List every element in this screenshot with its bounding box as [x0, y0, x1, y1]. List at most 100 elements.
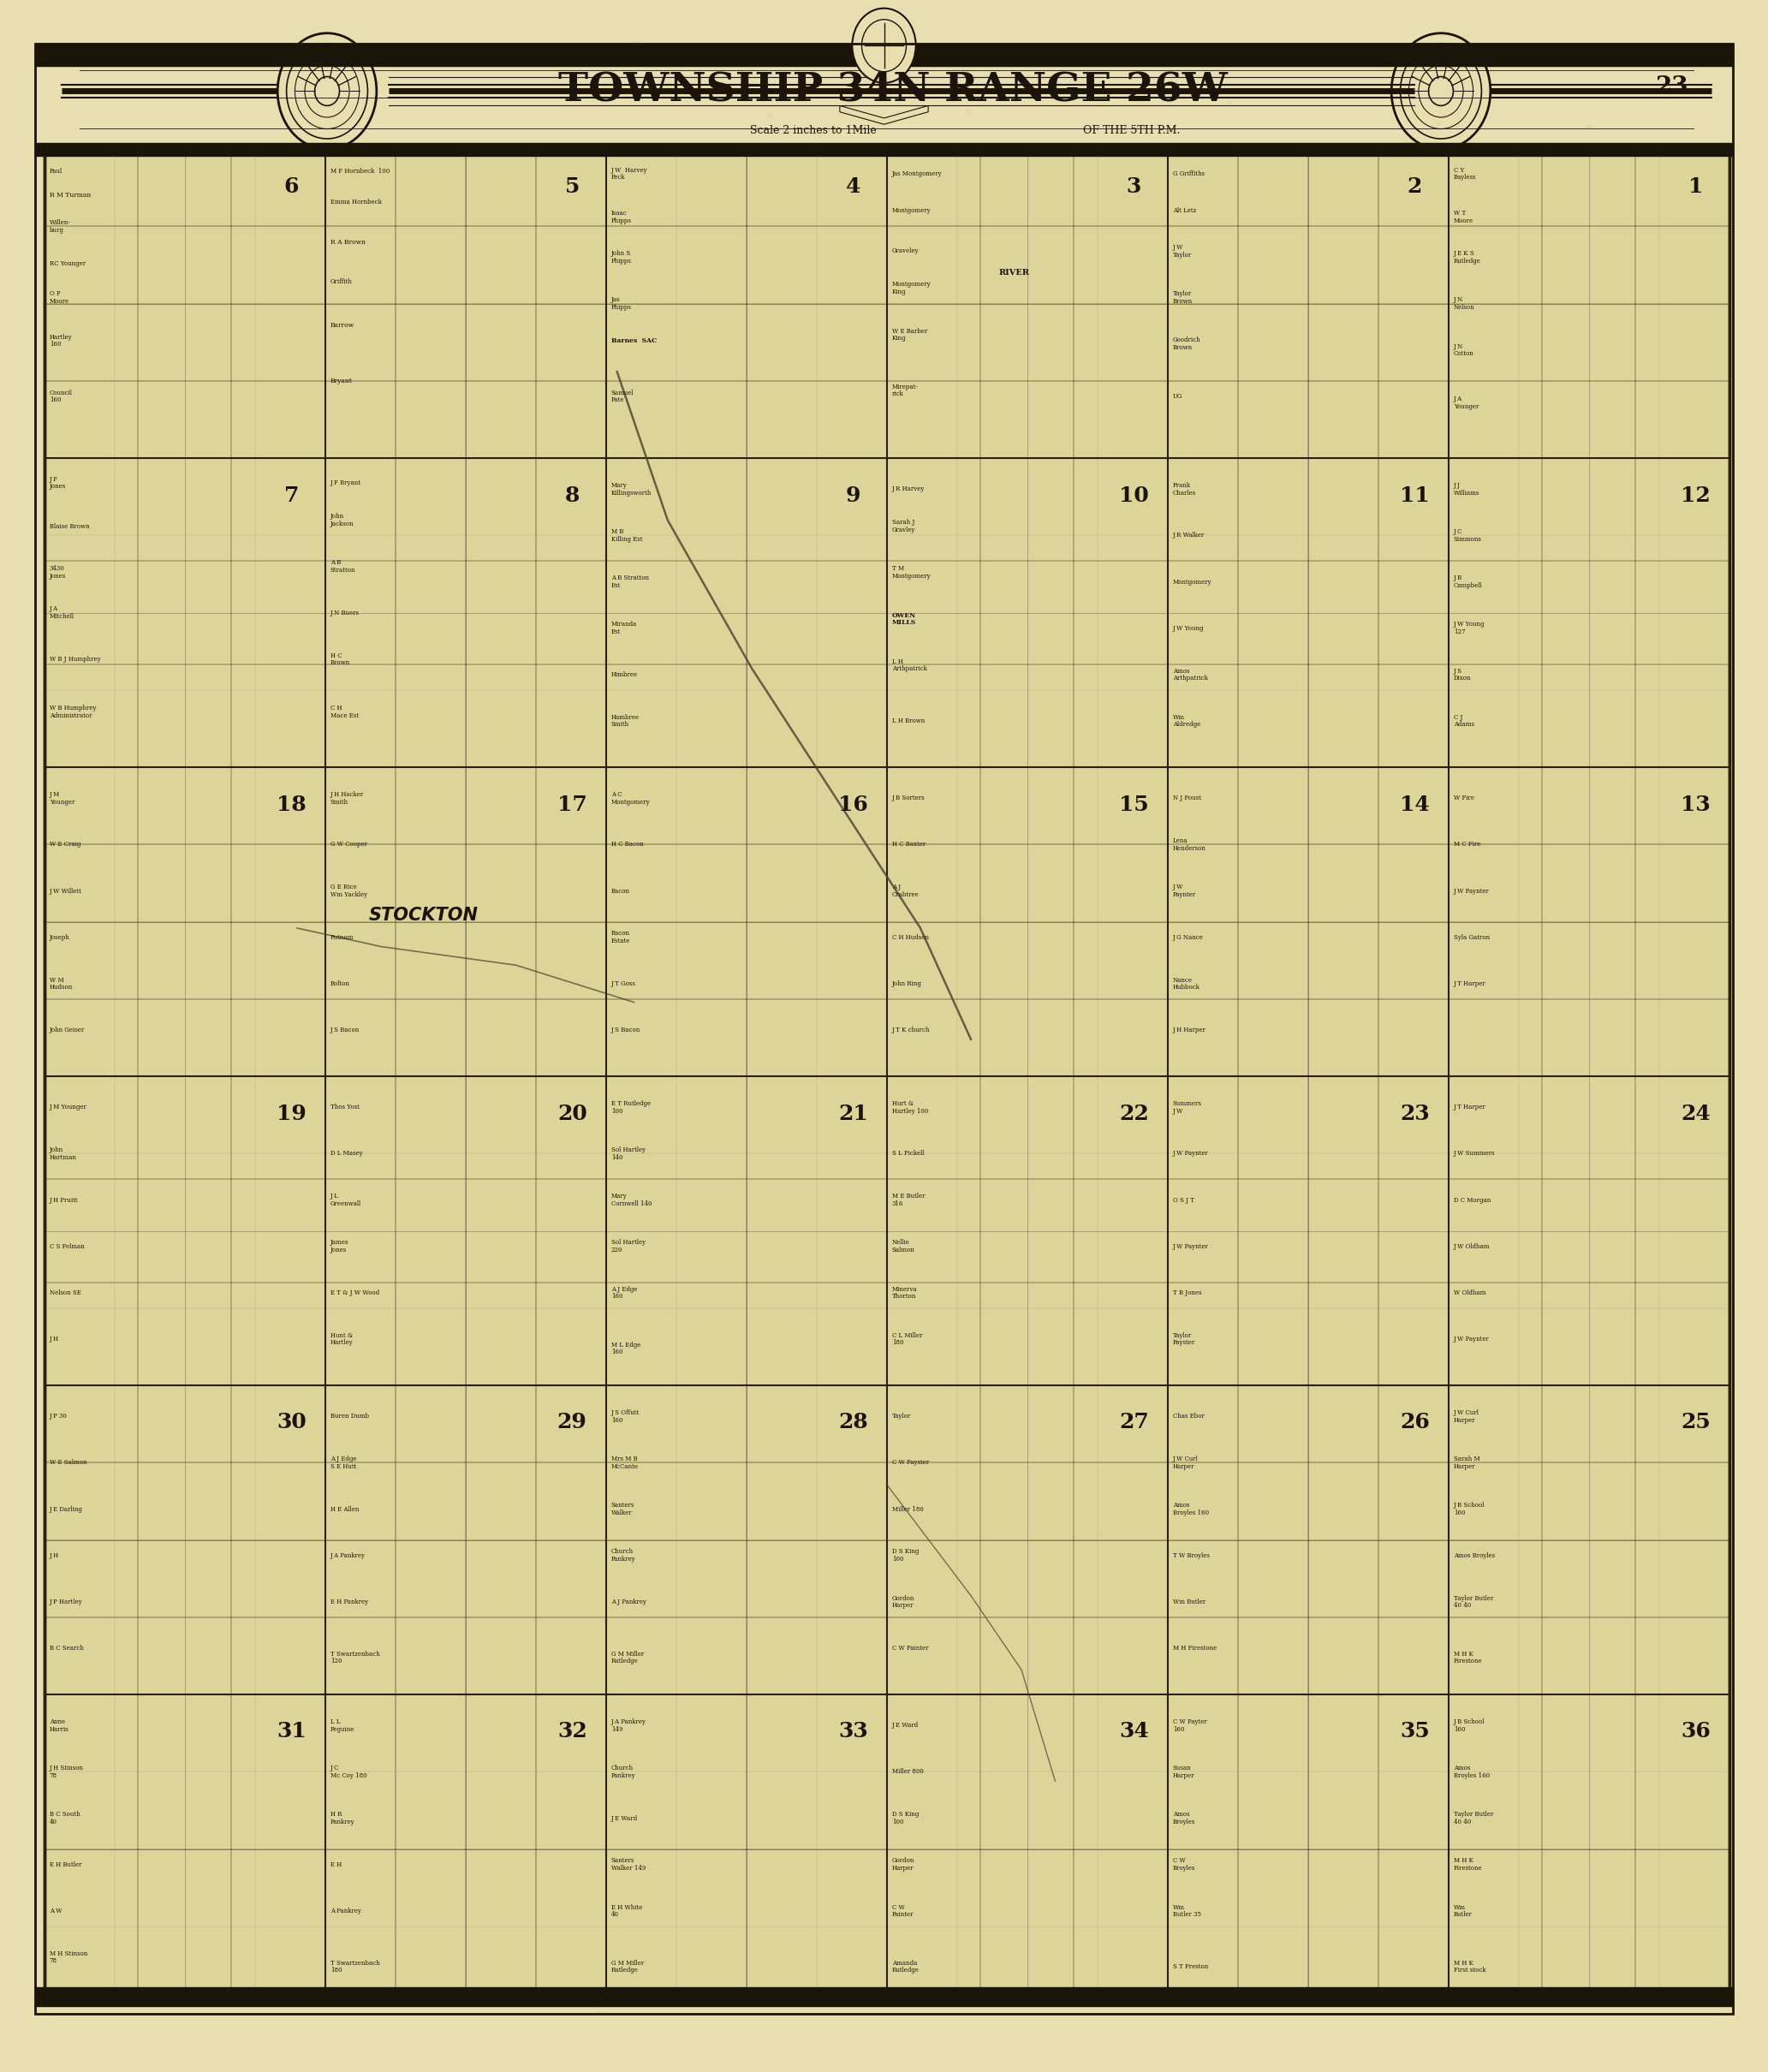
Text: J M Younger: J M Younger — [50, 1104, 87, 1111]
Text: RC Younger: RC Younger — [50, 261, 85, 267]
Point — [92, 1915, 120, 1948]
Text: Samuel
Pate: Samuel Pate — [612, 390, 635, 404]
Point — [941, 895, 969, 928]
Point — [1660, 1260, 1688, 1293]
Text: Miller 180: Miller 180 — [891, 1506, 923, 1513]
Text: R M Turman: R M Turman — [50, 193, 90, 199]
Text: J W Paynter: J W Paynter — [1172, 1243, 1209, 1249]
Text: Syla Gatron: Syla Gatron — [1453, 934, 1490, 941]
Text: J S Offutt
160: J S Offutt 160 — [612, 1409, 640, 1423]
Text: Amos
Broyles 160: Amos Broyles 160 — [1453, 1765, 1490, 1780]
Text: Wm
Butler 35: Wm Butler 35 — [1172, 1904, 1200, 1919]
Text: 2: 2 — [1407, 176, 1421, 197]
Text: H C
Brown: H C Brown — [331, 653, 350, 667]
Text: J W Summers: J W Summers — [1453, 1150, 1496, 1156]
Point — [382, 903, 410, 937]
Text: J N
Nelson: J N Nelson — [1453, 296, 1475, 311]
Point — [1289, 1380, 1317, 1413]
Text: J P Hartley: J P Hartley — [50, 1598, 83, 1606]
Text: Taylor: Taylor — [891, 1413, 911, 1419]
Point — [562, 1218, 591, 1251]
Point — [1459, 1751, 1487, 1784]
Text: A J Pankrey: A J Pankrey — [612, 1598, 647, 1606]
Text: J W Oldham: J W Oldham — [1453, 1243, 1490, 1249]
Text: J T Harper: J T Harper — [1453, 1104, 1485, 1111]
Text: 24: 24 — [1681, 1102, 1710, 1123]
Text: Griffith: Griffith — [331, 278, 352, 286]
Point — [1232, 972, 1261, 1005]
Text: C W Payster: C W Payster — [891, 1459, 928, 1467]
Text: Hambree
Smith: Hambree Smith — [612, 715, 640, 727]
Point — [981, 843, 1010, 876]
Point — [417, 143, 446, 176]
Point — [1041, 628, 1070, 661]
Bar — [44, 149, 1729, 2004]
Point — [1144, 1171, 1172, 1204]
Point — [1674, 1471, 1703, 1504]
Text: D S King
100: D S King 100 — [891, 1548, 919, 1562]
Text: D S King
100: D S King 100 — [891, 1811, 919, 1825]
Text: E T Rutledge
100: E T Rutledge 100 — [612, 1100, 651, 1115]
Text: 14: 14 — [1400, 794, 1430, 814]
Text: 1: 1 — [1688, 176, 1703, 197]
Point — [831, 1944, 859, 1977]
Point — [1245, 329, 1273, 363]
Point — [293, 1289, 322, 1322]
Text: 5: 5 — [564, 176, 580, 197]
Text: J H Pruitt: J H Pruitt — [50, 1198, 78, 1204]
Text: J W Paynter: J W Paynter — [1453, 887, 1489, 895]
Point — [163, 1001, 191, 1034]
Text: G Griffiths: G Griffiths — [1172, 170, 1204, 178]
Text: Bacon
Estate: Bacon Estate — [612, 930, 631, 945]
Text: 3430
Jones: 3430 Jones — [50, 566, 65, 580]
Point — [281, 1519, 309, 1552]
Point — [87, 537, 115, 570]
Point — [583, 1997, 612, 2031]
Point — [1549, 1716, 1577, 1749]
Text: J A
Younger: J A Younger — [1453, 396, 1478, 410]
Text: J P
Jones: J P Jones — [50, 477, 65, 491]
Text: A Pankrey: A Pankrey — [331, 1908, 361, 1915]
Text: A J
Crabtree: A J Crabtree — [891, 885, 919, 897]
Point — [882, 39, 911, 73]
Text: Joseph: Joseph — [50, 934, 71, 941]
Text: J E Darling: J E Darling — [50, 1506, 83, 1513]
Point — [813, 661, 842, 694]
Point — [827, 186, 856, 220]
Text: R A Brown: R A Brown — [331, 238, 366, 244]
Text: 25: 25 — [1681, 1413, 1710, 1434]
Point — [964, 959, 992, 992]
Text: C W Painter: C W Painter — [891, 1645, 928, 1651]
Text: J M
Younger: J M Younger — [50, 792, 74, 806]
Point — [766, 1436, 794, 1469]
Text: E H Pankrey: E H Pankrey — [331, 1598, 368, 1606]
Text: W E Barber
King: W E Barber King — [891, 327, 928, 342]
Text: J S Bacon: J S Bacon — [331, 1026, 359, 1034]
Text: John Geiser: John Geiser — [50, 1026, 85, 1034]
Text: Taylor Butler
40 40: Taylor Butler 40 40 — [1453, 1811, 1494, 1825]
Point — [152, 1167, 180, 1200]
Text: Summers
J W: Summers J W — [1172, 1100, 1202, 1115]
Point — [1575, 110, 1604, 143]
Text: A B
Stratton: A B Stratton — [331, 559, 355, 574]
Point — [433, 617, 461, 651]
Text: 36: 36 — [1681, 1722, 1710, 1743]
Point — [1413, 199, 1441, 232]
Point — [698, 487, 727, 520]
Text: 20: 20 — [557, 1102, 587, 1123]
Text: John S
Phipps: John S Phipps — [612, 251, 631, 265]
Text: Bryant: Bryant — [331, 377, 352, 385]
Point — [859, 1293, 888, 1326]
Text: T M
Montgomery: T M Montgomery — [891, 566, 932, 580]
Point — [953, 95, 981, 128]
Text: W M
Hudson: W M Hudson — [50, 976, 72, 990]
Point — [44, 1154, 72, 1187]
Text: J A Pankrey: J A Pankrey — [331, 1552, 366, 1558]
Text: A W: A W — [50, 1908, 62, 1915]
Text: J B School
160: J B School 160 — [1453, 1718, 1485, 1732]
Text: H E Allen: H E Allen — [331, 1506, 359, 1513]
Point — [200, 1241, 228, 1274]
Text: 26: 26 — [1400, 1413, 1430, 1434]
Text: T Swartzenbach
120: T Swartzenbach 120 — [331, 1651, 380, 1664]
Point — [1648, 186, 1676, 220]
